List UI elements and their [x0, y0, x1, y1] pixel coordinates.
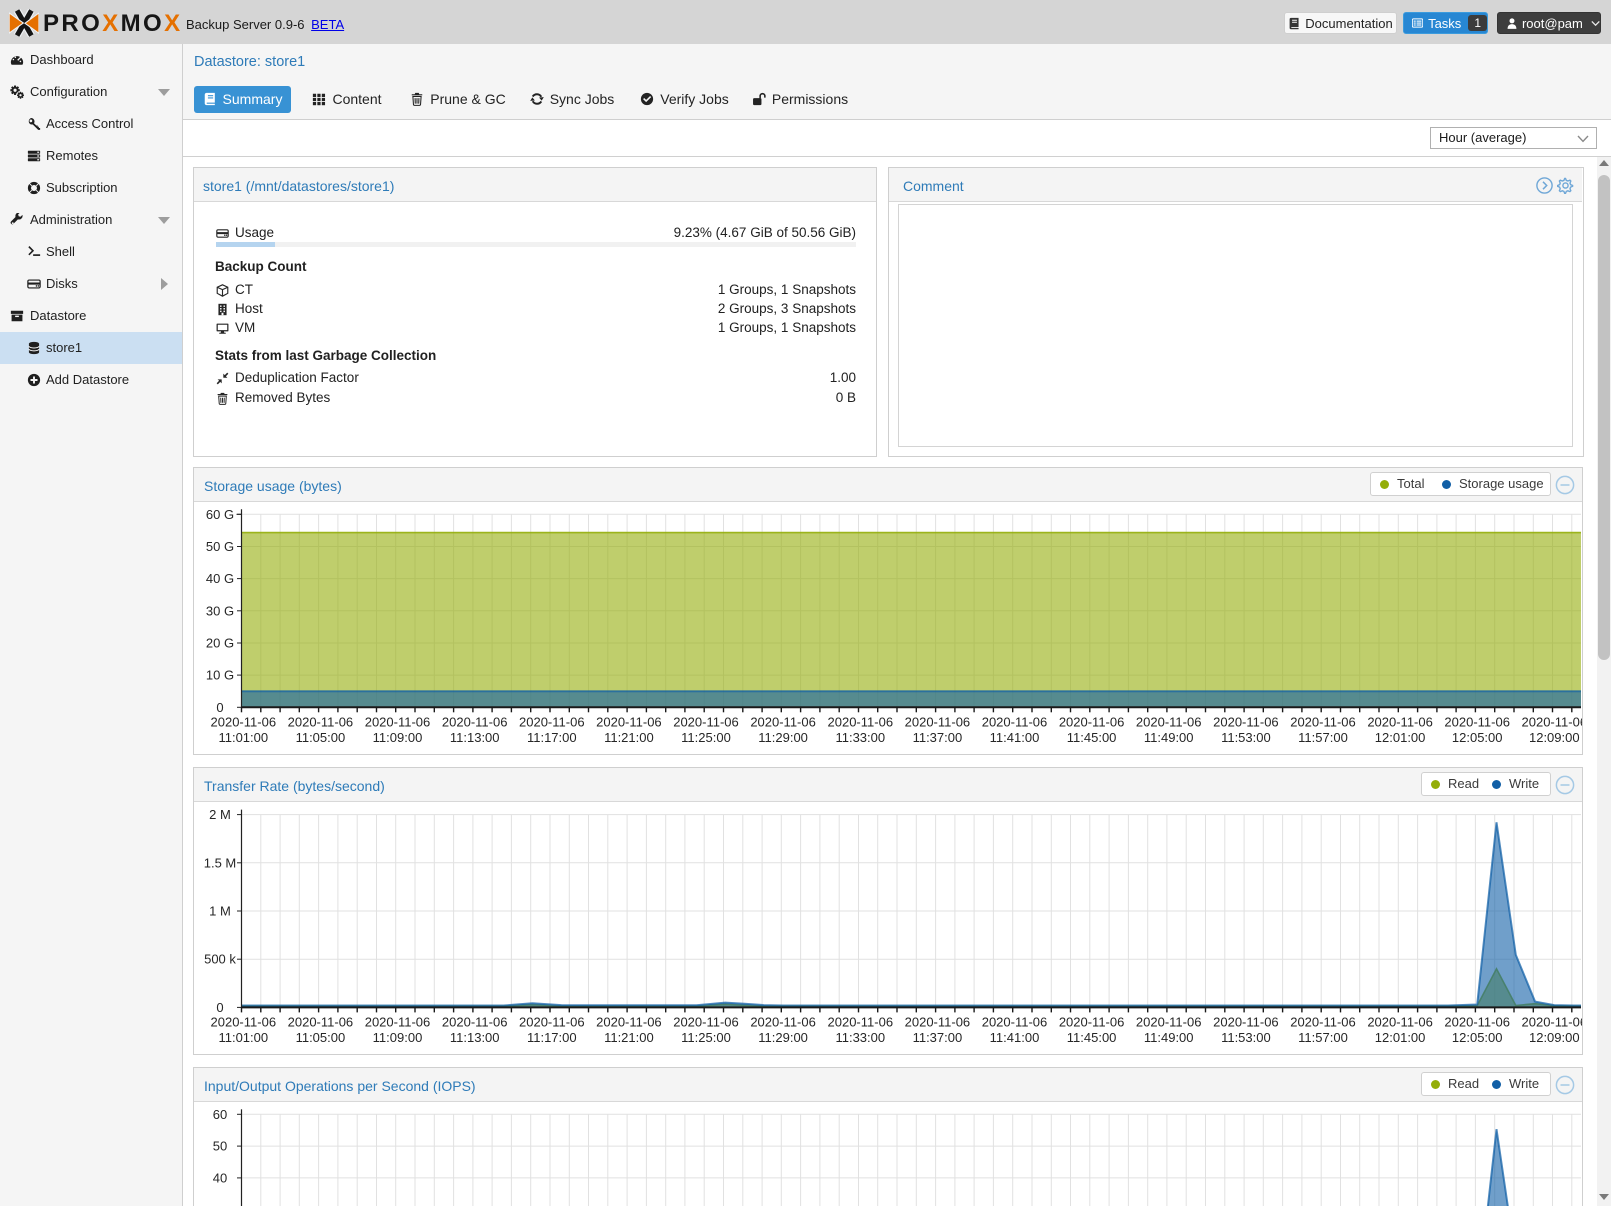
svg-text:2020-11-06: 2020-11-06 [596, 715, 662, 730]
svg-text:2020-11-06: 2020-11-06 [442, 715, 508, 730]
svg-text:2020-11-06: 2020-11-06 [828, 715, 894, 730]
svg-text:20 G: 20 G [206, 636, 234, 651]
svg-text:11:01:00: 11:01:00 [218, 1030, 268, 1045]
svg-text:2020-11-06: 2020-11-06 [1213, 715, 1279, 730]
svg-text:11:53:00: 11:53:00 [1221, 1030, 1271, 1045]
svg-text:2020-11-06: 2020-11-06 [905, 1015, 971, 1030]
svg-text:1.5 M: 1.5 M [204, 855, 237, 870]
svg-text:11:21:00: 11:21:00 [604, 730, 654, 745]
svg-text:11:05:00: 11:05:00 [296, 730, 346, 745]
svg-text:500 k: 500 k [204, 952, 236, 967]
svg-text:2020-11-06: 2020-11-06 [1290, 715, 1356, 730]
svg-text:11:37:00: 11:37:00 [913, 730, 963, 745]
svg-text:1 M: 1 M [209, 904, 231, 919]
svg-text:11:57:00: 11:57:00 [1298, 1030, 1348, 1045]
svg-text:2020-11-06: 2020-11-06 [288, 715, 354, 730]
svg-text:2020-11-06: 2020-11-06 [1522, 715, 1588, 730]
svg-text:12:05:00: 12:05:00 [1452, 730, 1503, 745]
svg-text:12:05:00: 12:05:00 [1452, 1030, 1503, 1045]
svg-text:11:25:00: 11:25:00 [681, 1030, 731, 1045]
svg-text:50: 50 [213, 1139, 227, 1154]
svg-text:11:13:00: 11:13:00 [450, 730, 500, 745]
svg-text:11:13:00: 11:13:00 [450, 1030, 500, 1045]
svg-text:2020-11-06: 2020-11-06 [1522, 1015, 1588, 1030]
svg-text:2020-11-06: 2020-11-06 [1367, 1015, 1433, 1030]
svg-text:0: 0 [216, 1000, 223, 1015]
svg-text:11:01:00: 11:01:00 [218, 730, 268, 745]
svg-text:2020-11-06: 2020-11-06 [828, 1015, 894, 1030]
svg-text:11:53:00: 11:53:00 [1221, 730, 1271, 745]
svg-text:11:37:00: 11:37:00 [913, 1030, 963, 1045]
svg-text:50 G: 50 G [206, 539, 234, 554]
svg-text:2020-11-06: 2020-11-06 [750, 715, 816, 730]
svg-text:11:09:00: 11:09:00 [373, 1030, 423, 1045]
svg-text:2020-11-06: 2020-11-06 [1213, 1015, 1279, 1030]
svg-text:12:09:00: 12:09:00 [1529, 730, 1580, 745]
svg-text:11:49:00: 11:49:00 [1144, 730, 1194, 745]
svg-text:11:41:00: 11:41:00 [990, 1030, 1040, 1045]
svg-text:10 G: 10 G [206, 668, 234, 683]
svg-text:2 M: 2 M [209, 807, 231, 822]
svg-text:2020-11-06: 2020-11-06 [1136, 715, 1202, 730]
svg-text:11:21:00: 11:21:00 [604, 1030, 654, 1045]
svg-text:2020-11-06: 2020-11-06 [519, 1015, 585, 1030]
svg-text:2020-11-06: 2020-11-06 [1136, 1015, 1202, 1030]
svg-text:60: 60 [213, 1107, 227, 1122]
svg-text:2020-11-06: 2020-11-06 [905, 715, 971, 730]
svg-text:2020-11-06: 2020-11-06 [211, 1015, 277, 1030]
svg-text:2020-11-06: 2020-11-06 [673, 1015, 739, 1030]
svg-text:11:33:00: 11:33:00 [835, 1030, 885, 1045]
svg-text:11:45:00: 11:45:00 [1067, 730, 1117, 745]
svg-text:11:45:00: 11:45:00 [1067, 1030, 1117, 1045]
svg-text:2020-11-06: 2020-11-06 [1059, 1015, 1125, 1030]
svg-text:40: 40 [213, 1170, 227, 1185]
svg-text:2020-11-06: 2020-11-06 [1059, 715, 1125, 730]
svg-text:2020-11-06: 2020-11-06 [673, 715, 739, 730]
svg-text:11:41:00: 11:41:00 [990, 730, 1040, 745]
svg-text:30 G: 30 G [206, 603, 234, 618]
svg-text:11:57:00: 11:57:00 [1298, 730, 1348, 745]
svg-text:11:29:00: 11:29:00 [758, 730, 808, 745]
svg-text:40 G: 40 G [206, 571, 234, 586]
svg-text:2020-11-06: 2020-11-06 [288, 1015, 354, 1030]
svg-text:11:49:00: 11:49:00 [1144, 1030, 1194, 1045]
svg-text:0: 0 [216, 700, 223, 715]
svg-text:12:01:00: 12:01:00 [1375, 1030, 1426, 1045]
svg-text:2020-11-06: 2020-11-06 [211, 715, 277, 730]
svg-text:11:05:00: 11:05:00 [296, 1030, 346, 1045]
svg-text:11:33:00: 11:33:00 [835, 730, 885, 745]
svg-text:11:17:00: 11:17:00 [527, 730, 577, 745]
svg-text:2020-11-06: 2020-11-06 [519, 715, 585, 730]
svg-text:12:01:00: 12:01:00 [1375, 730, 1426, 745]
svg-text:60 G: 60 G [206, 507, 234, 522]
svg-text:2020-11-06: 2020-11-06 [596, 1015, 662, 1030]
svg-text:12:09:00: 12:09:00 [1529, 1030, 1580, 1045]
svg-text:2020-11-06: 2020-11-06 [442, 1015, 508, 1030]
svg-text:2020-11-06: 2020-11-06 [1290, 1015, 1356, 1030]
svg-text:11:17:00: 11:17:00 [527, 1030, 577, 1045]
svg-text:2020-11-06: 2020-11-06 [982, 715, 1048, 730]
svg-text:2020-11-06: 2020-11-06 [365, 1015, 431, 1030]
svg-text:2020-11-06: 2020-11-06 [750, 1015, 816, 1030]
svg-text:2020-11-06: 2020-11-06 [365, 715, 431, 730]
svg-text:2020-11-06: 2020-11-06 [982, 1015, 1048, 1030]
svg-text:11:09:00: 11:09:00 [373, 730, 423, 745]
svg-text:2020-11-06: 2020-11-06 [1367, 715, 1433, 730]
svg-text:2020-11-06: 2020-11-06 [1444, 1015, 1510, 1030]
svg-text:11:29:00: 11:29:00 [758, 1030, 808, 1045]
svg-text:2020-11-06: 2020-11-06 [1444, 715, 1510, 730]
svg-text:11:25:00: 11:25:00 [681, 730, 731, 745]
